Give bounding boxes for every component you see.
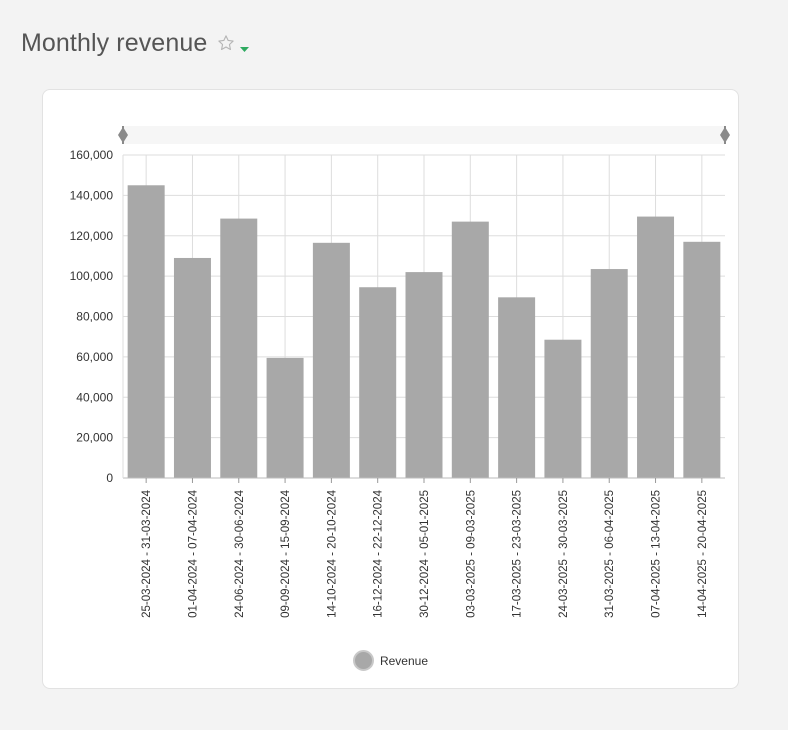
bar[interactable]	[359, 287, 397, 478]
x-tick-label: 24-06-2024 - 30-06-2024	[234, 489, 246, 617]
y-tick-label: 40,000	[76, 390, 113, 404]
revenue-bar-chart: 0 20,000 40,000 60,000 80,000 100,000 120,000 1…	[70, 126, 730, 618]
chart-legend[interactable]: Revenue	[43, 650, 738, 671]
range-slider-track[interactable]	[123, 126, 725, 144]
bar[interactable]	[451, 221, 489, 478]
legend-swatch	[352, 650, 374, 671]
y-tick-label: 60,000	[76, 350, 113, 364]
x-tick-label: 24-03-2025 - 30-03-2025	[558, 490, 570, 618]
bar[interactable]	[637, 216, 675, 478]
y-tick-label: 100,000	[70, 269, 114, 283]
y-tick-label: 80,000	[76, 310, 113, 324]
x-tick-label: 17-03-2025 - 23-03-2025	[512, 490, 524, 618]
y-tick-label: 20,000	[76, 431, 113, 445]
range-slider-handle-left[interactable]	[118, 127, 128, 143]
star-outline-icon[interactable]	[217, 34, 235, 52]
bar[interactable]	[405, 272, 443, 478]
legend-label: Revenue	[379, 653, 429, 668]
bar[interactable]	[498, 297, 536, 478]
page-title: Monthly revenue	[21, 28, 208, 57]
x-tick-label: 25-03-2024 - 31-03-2024	[141, 489, 153, 617]
chart-card: 0 20,000 40,000 60,000 80,000 100,000 120,000 1…	[42, 89, 739, 689]
x-tick-label: 14-04-2025 - 20-04-2025	[697, 490, 709, 618]
x-tick-label: 01-04-2024 - 07-04-2024	[187, 489, 199, 617]
bar[interactable]	[220, 218, 258, 478]
x-tick-label: 14-10-2024 - 20-10-2024	[326, 489, 338, 617]
range-slider-handle-right[interactable]	[720, 127, 730, 143]
bar[interactable]	[127, 185, 165, 478]
bar[interactable]	[683, 241, 721, 478]
x-tick-label: 30-12-2024 - 05-01-2025	[419, 490, 431, 618]
y-tick-label: 120,000	[70, 229, 114, 243]
bar[interactable]	[544, 339, 582, 478]
x-tick-label: 03-03-2025 - 09-03-2025	[465, 490, 477, 618]
x-tick-label: 16-12-2024 - 22-12-2024	[373, 489, 385, 617]
caret-down-icon[interactable]	[240, 40, 250, 52]
bar[interactable]	[173, 257, 211, 478]
bar[interactable]	[266, 357, 304, 478]
y-tick-label: 160,000	[70, 148, 114, 162]
bar[interactable]	[590, 269, 628, 478]
x-tick-label: 09-09-2024 - 15-09-2024	[280, 489, 292, 617]
y-tick-label: 140,000	[70, 188, 114, 202]
page-header: Monthly revenue	[21, 24, 250, 62]
bar[interactable]	[312, 242, 350, 478]
y-tick-label: 0	[106, 471, 113, 485]
x-tick-label: 07-04-2025 - 13-04-2025	[651, 490, 663, 618]
x-tick-label: 31-03-2025 - 06-04-2025	[604, 490, 616, 618]
